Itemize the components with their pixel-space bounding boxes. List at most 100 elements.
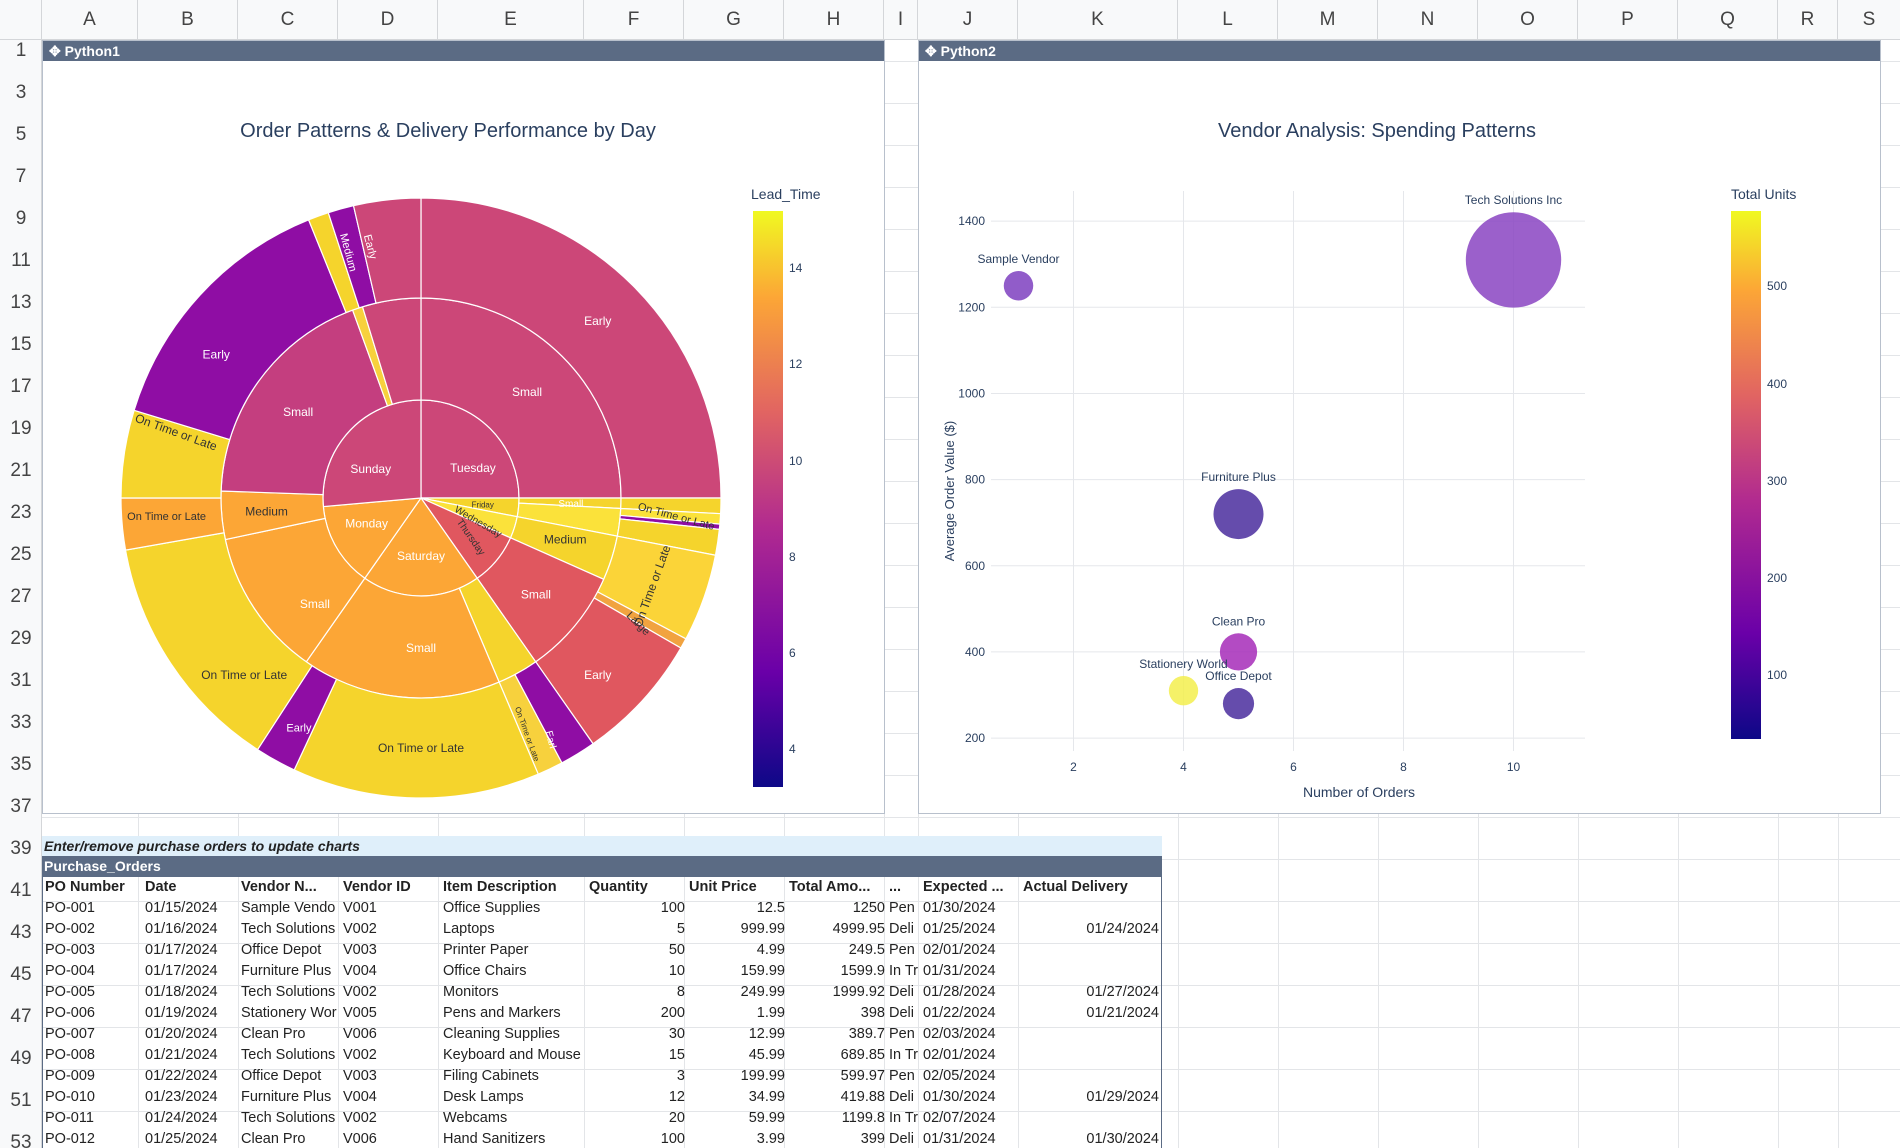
row-header[interactable]: 45 [10, 964, 32, 985]
table-cell[interactable]: 1999.92 [832, 984, 885, 1000]
row-header[interactable]: 7 [15, 166, 27, 187]
table-cell[interactable]: V004 [343, 963, 377, 979]
table-cell[interactable]: Stationery Wor [241, 1005, 337, 1021]
row-header[interactable]: 25 [10, 544, 32, 565]
column-header-cell[interactable]: Actual Delivery [1023, 879, 1128, 895]
row-header[interactable]: 1 [15, 40, 27, 61]
table-cell[interactable]: 50 [668, 942, 685, 958]
table-cell[interactable]: V003 [343, 942, 377, 958]
table-cell[interactable]: 01/20/2024 [145, 1026, 218, 1042]
table-row[interactable]: PO-001 01/15/2024 Sample Vendo V001 Office S… [43, 898, 1161, 919]
row-header[interactable]: 37 [10, 796, 32, 817]
table-cell[interactable] [1021, 1045, 1161, 1066]
table-cell[interactable]: Tech Solutions [241, 921, 336, 937]
table-cell[interactable]: 5 [676, 921, 685, 937]
table-row[interactable]: PO-010 01/23/2024 Furniture Plus V004 Desk L… [43, 1087, 1161, 1108]
table-cell[interactable]: 01/19/2024 [145, 1005, 218, 1021]
table-cell[interactable]: 45.99 [748, 1047, 785, 1063]
column-header-r[interactable]: R [1778, 0, 1838, 40]
table-cell[interactable]: PO-011 [45, 1110, 94, 1126]
table-cell[interactable]: 01/24/2024 [1086, 921, 1159, 937]
table-cell[interactable]: PO-004 [45, 963, 95, 979]
table-cell[interactable]: 12.99 [748, 1026, 785, 1042]
table-cell[interactable]: V006 [343, 1026, 377, 1042]
table-cell[interactable]: 01/16/2024 [145, 921, 218, 937]
table-cell[interactable]: 01/29/2024 [1086, 1089, 1159, 1105]
row-header[interactable]: 43 [10, 922, 32, 943]
column-header-a[interactable]: A [42, 0, 138, 40]
column-header-o[interactable]: O [1478, 0, 1578, 40]
table-cell[interactable]: Webcams [443, 1110, 508, 1126]
table-cell[interactable]: Laptops [443, 921, 495, 937]
table-cell[interactable]: 159.99 [740, 963, 785, 979]
table-cell[interactable]: Tech Solutions [241, 1110, 336, 1126]
table-cell[interactable]: Keyboard and Mouse [443, 1047, 581, 1063]
table-cell[interactable]: 01/17/2024 [145, 963, 218, 979]
row-header[interactable]: 23 [10, 502, 32, 523]
column-header-i[interactable]: I [884, 0, 918, 40]
table-cell[interactable]: Pen [889, 1068, 915, 1084]
table-row[interactable]: PO-002 01/16/2024 Tech Solutions V002 Laptop… [43, 919, 1161, 940]
table-cell[interactable]: 01/17/2024 [145, 942, 218, 958]
table-cell[interactable]: 199.99 [740, 1068, 785, 1084]
table-cell[interactable]: Filing Cabinets [443, 1068, 539, 1084]
column-header-j[interactable]: J [918, 0, 1018, 40]
column-header-b[interactable]: B [138, 0, 238, 40]
table-cell[interactable] [1021, 1108, 1161, 1129]
table-cell[interactable]: PO-012 [45, 1131, 95, 1147]
row-header[interactable]: 11 [11, 250, 31, 271]
table-cell[interactable]: Monitors [443, 984, 499, 1000]
purchase-orders-table[interactable]: PO Number Date Vendor N... Vendor ID Item De… [42, 877, 1162, 1148]
table-cell[interactable]: 249.99 [740, 984, 785, 1000]
row-header[interactable]: 5 [15, 124, 27, 145]
column-header-cell[interactable]: Total Amo... [789, 879, 871, 895]
table-cell[interactable]: 1250 [852, 900, 885, 916]
table-cell[interactable]: V003 [343, 1068, 377, 1084]
row-header[interactable]: 47 [10, 1006, 32, 1027]
table-cell[interactable]: Hand Sanitizers [443, 1131, 546, 1147]
table-cell[interactable]: Furniture Plus [241, 963, 332, 979]
table-cell[interactable] [1021, 940, 1161, 961]
table-cell[interactable]: 3 [676, 1068, 685, 1084]
vendor-bubble[interactable] [1219, 633, 1258, 671]
table-cell[interactable]: Clean Pro [241, 1131, 306, 1147]
table-row[interactable]: PO-012 01/25/2024 Clean Pro V006 Hand Saniti… [43, 1129, 1161, 1148]
table-cell[interactable]: 10 [668, 963, 685, 979]
column-header-l[interactable]: L [1178, 0, 1278, 40]
table-cell[interactable]: 34.99 [748, 1089, 785, 1105]
table-cell[interactable]: 399 [860, 1131, 885, 1147]
table-cell[interactable] [1021, 961, 1161, 982]
row-header[interactable]: 27 [10, 586, 32, 607]
table-cell[interactable]: 02/05/2024 [923, 1068, 996, 1084]
table-cell[interactable]: 599.97 [840, 1068, 885, 1084]
column-header-n[interactable]: N [1378, 0, 1478, 40]
table-cell[interactable]: V004 [343, 1089, 377, 1105]
select-all-corner[interactable] [0, 0, 42, 40]
table-cell[interactable]: 59.99 [748, 1110, 785, 1126]
table-cell[interactable]: Desk Lamps [443, 1089, 524, 1105]
table-cell[interactable]: 01/30/2024 [1086, 1131, 1159, 1147]
row-header[interactable]: 35 [10, 754, 32, 775]
table-cell[interactable]: 689.85 [840, 1047, 885, 1063]
table-cell[interactable]: PO-003 [45, 942, 95, 958]
row-header[interactable]: 33 [10, 712, 32, 733]
table-cell[interactable]: PO-001 [45, 900, 95, 916]
table-cell[interactable]: 02/01/2024 [923, 1047, 996, 1063]
table-cell[interactable]: Office Chairs [443, 963, 527, 979]
table-cell[interactable]: 4999.95 [832, 921, 885, 937]
column-header-cell[interactable]: Expected ... [923, 879, 1004, 895]
table-cell[interactable]: PO-010 [45, 1089, 95, 1105]
row-header[interactable]: 3 [15, 82, 27, 103]
row-header[interactable]: 29 [10, 628, 32, 649]
table-cell[interactable]: 3.99 [756, 1131, 785, 1147]
table-cell[interactable]: Deli [889, 984, 914, 1000]
table-cell[interactable]: Pen [889, 900, 915, 916]
column-header-cell[interactable]: PO Number [45, 879, 125, 895]
row-header[interactable]: 19 [10, 418, 32, 439]
table-cell[interactable]: In Tr [889, 1047, 919, 1063]
table-cell[interactable]: 02/01/2024 [923, 942, 996, 958]
row-header[interactable]: 9 [15, 208, 27, 229]
column-header-g[interactable]: G [684, 0, 784, 40]
table-cell[interactable]: 02/07/2024 [923, 1110, 996, 1126]
sunburst-segment[interactable] [420, 197, 722, 499]
